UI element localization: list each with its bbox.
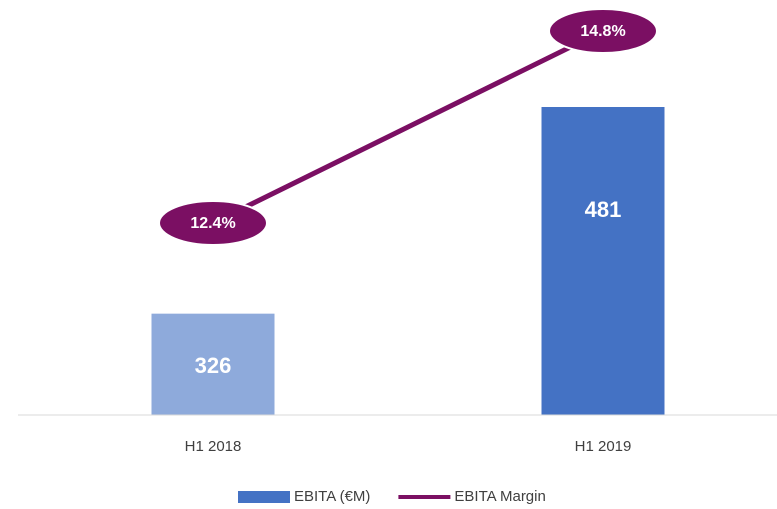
label-bubble (158, 200, 268, 246)
legend-label: EBITA (€M) (294, 488, 370, 505)
x-tick-label: H1 2018 (185, 438, 242, 455)
bar (151, 313, 275, 415)
line (211, 28, 605, 226)
label-bubble (548, 8, 658, 54)
line-value-label: 14.8% (580, 23, 625, 40)
bar-value-label: 481 (585, 197, 622, 222)
bar (541, 107, 665, 415)
line-value-label: 12.4% (190, 215, 235, 232)
legend-swatch (238, 491, 290, 503)
bar-value-label: 326 (195, 353, 232, 378)
x-tick-label: H1 2019 (575, 438, 632, 455)
legend-label: EBITA Margin (454, 488, 545, 505)
